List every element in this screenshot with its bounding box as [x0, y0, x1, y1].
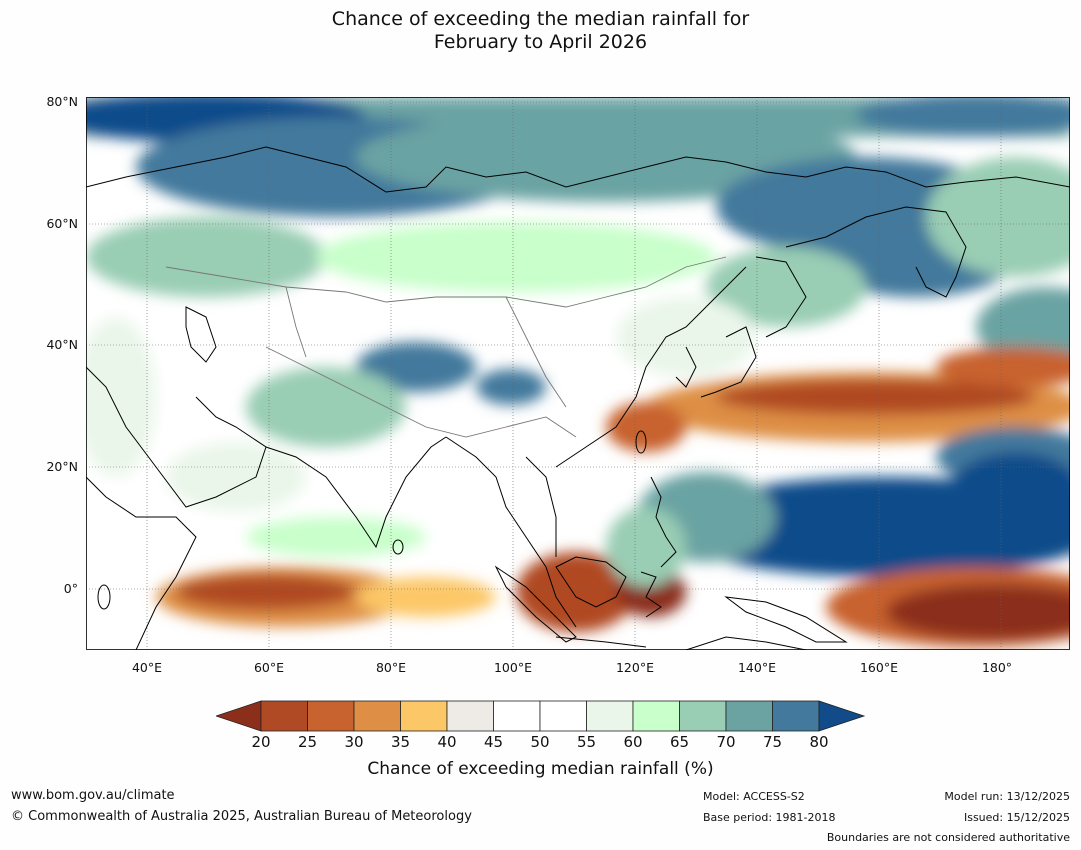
website-link[interactable]: www.bom.gov.au/climate [11, 788, 175, 803]
map-canvas [86, 97, 1070, 650]
colorbar-tick-label: 70 [716, 733, 736, 751]
graticule [86, 97, 1070, 650]
lon-label-140e: 140°E [737, 660, 776, 675]
title-line-1: Chance of exceeding the median rainfall … [331, 8, 750, 30]
base-period: Base period: 1981-2018 [703, 811, 836, 824]
colorbar-tick-label: 35 [390, 733, 411, 751]
colorbar-cell [679, 700, 727, 732]
lon-label-60e: 60°E [253, 660, 285, 675]
colorbar-tick-label: 75 [762, 733, 783, 751]
colorbar-title: Chance of exceeding median rainfall (%) [367, 759, 714, 779]
colorbar-tick-label: 30 [344, 733, 364, 751]
lat-label-20n: 20°N [46, 459, 78, 474]
colorbar-tick-label: 65 [669, 733, 690, 751]
colorbar-cell [307, 700, 355, 732]
lon-label-80e: 80°E [375, 660, 407, 675]
lat-label-0: 0° [63, 581, 78, 596]
probability-field [86, 97, 1070, 647]
colorbar-cell [539, 700, 587, 732]
map-frame [86, 97, 1070, 650]
model-run-date: Model run: 13/12/2025 [944, 790, 1070, 803]
lon-label-120e: 120°E [615, 660, 654, 675]
colorbar-extend-low [216, 700, 262, 732]
colorbar-tick-label: 50 [530, 733, 550, 751]
title-line-2: February to April 2026 [433, 31, 648, 53]
colorbar-cell [586, 700, 634, 732]
colorbar-cell [400, 700, 448, 732]
colorbar-tick-label: 45 [483, 733, 504, 751]
lon-label-180: 180° [981, 660, 1013, 675]
lon-label-160e: 160°E [859, 660, 898, 675]
colorbar-extend-high [818, 700, 866, 732]
lat-label-40n: 40°N [46, 337, 78, 352]
colorbar [216, 700, 866, 732]
lon-label-40e: 40°E [131, 660, 163, 675]
colorbar-tick-label: 40 [437, 733, 457, 751]
colorbar-cell [772, 700, 820, 732]
colorbar-cells [216, 700, 866, 732]
lon-label-100e: 100°E [493, 660, 532, 675]
colorbar-cell [493, 700, 541, 732]
colorbar-cell [725, 700, 773, 732]
issued-date: Issued: 15/12/2025 [963, 811, 1070, 824]
country-borders [165, 256, 727, 438]
colorbar-tick-label: 60 [623, 733, 643, 751]
boundaries-note: Boundaries are not considered authoritat… [826, 831, 1070, 844]
colorbar-tick-label: 25 [297, 733, 318, 751]
rainfall-probability-map [86, 97, 1070, 650]
colorbar-cell [632, 700, 680, 732]
model-name: Model: ACCESS-S2 [703, 790, 805, 803]
colorbar-tick-label: 20 [251, 733, 271, 751]
colorbar-cell [260, 700, 308, 732]
map-title: Chance of exceeding the median rainfall … [0, 8, 1081, 54]
coastlines [86, 146, 1070, 650]
lat-label-60n: 60°N [46, 216, 78, 231]
colorbar-tick-label: 80 [809, 733, 829, 751]
colorbar-cell [446, 700, 494, 732]
lat-label-80n: 80°N [46, 94, 78, 109]
colorbar-cell [353, 700, 401, 732]
colorbar-tick-label: 55 [576, 733, 597, 751]
copyright-text: © Commonwealth of Australia 2025, Austra… [11, 809, 472, 824]
